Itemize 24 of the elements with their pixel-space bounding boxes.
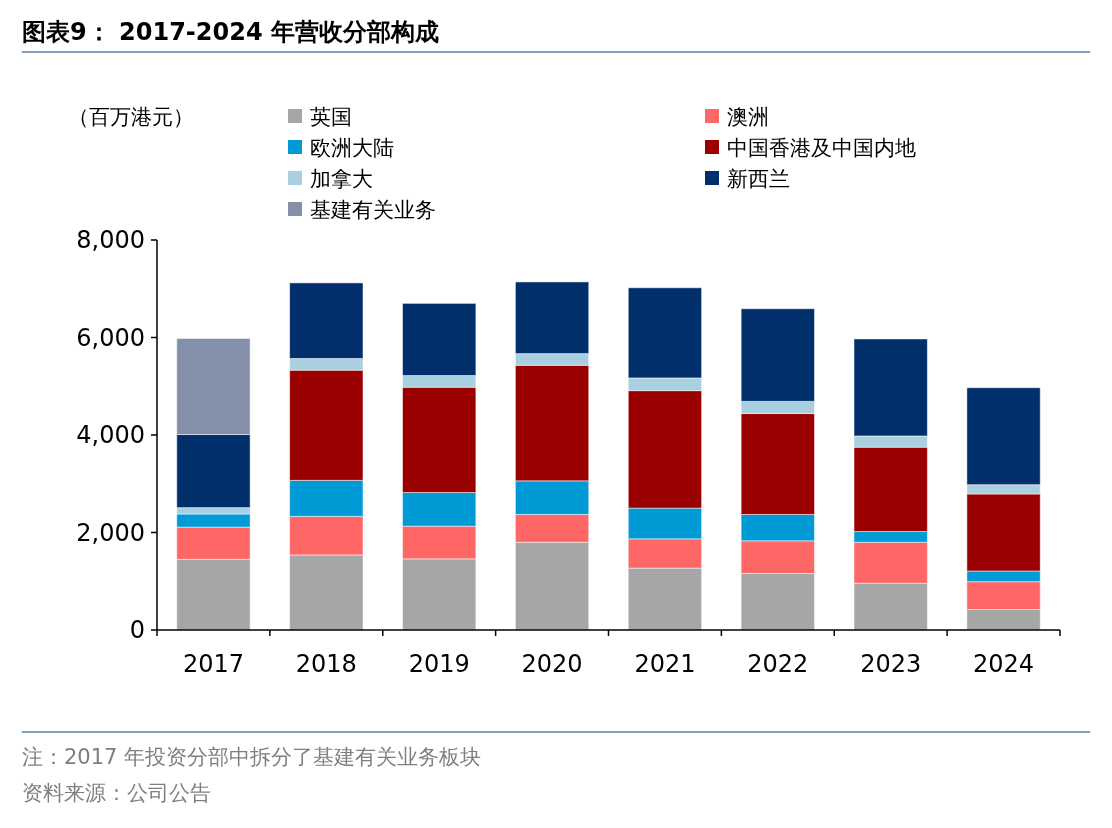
y-axis-title: （百万港元） [68, 105, 194, 129]
y-tick-label: 2,000 [76, 518, 145, 547]
legend-label: 加拿大 [310, 167, 373, 191]
y-tick-label: 6,000 [76, 323, 145, 352]
y-tick-label: 4,000 [76, 421, 145, 450]
legend-label: 欧洲大陆 [310, 136, 394, 160]
x-tick-label: 2021 [634, 650, 696, 678]
text: 注：2017 年投资分部中拆分了基建有关业务板块 [22, 745, 482, 769]
legend-label: 基建有关业务 [310, 198, 436, 222]
x-tick-label: 2022 [747, 650, 809, 678]
x-tick-label: 2019 [408, 650, 470, 678]
chart-title: 图表9： 2017-2024 年营收分部构成 [22, 18, 439, 46]
x-tick-label: 2018 [295, 650, 357, 678]
y-tick-label: 8,000 [76, 226, 145, 255]
x-tick-label: 2017 [182, 650, 244, 678]
legend-label: 澳洲 [727, 105, 769, 129]
text: 资料来源：公司公告 [22, 781, 211, 805]
y-tick-label: 0 [129, 616, 145, 645]
legend-label: 新西兰 [727, 167, 790, 191]
x-tick-label: 2023 [860, 650, 922, 678]
legend-label: 中国香港及中国内地 [727, 136, 916, 160]
x-tick-label: 2024 [973, 650, 1035, 678]
legend-label: 英国 [310, 105, 352, 129]
x-tick-label: 2020 [521, 650, 583, 678]
